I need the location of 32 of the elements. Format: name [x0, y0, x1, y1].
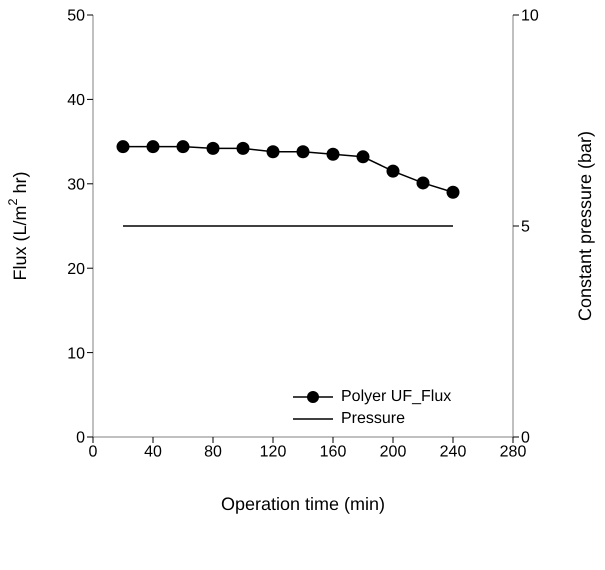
y2-axis-title: Constant pressure (bar) — [575, 130, 595, 322]
x-tick-label: 240 — [440, 443, 466, 460]
x-tick-label: 80 — [204, 443, 222, 460]
point — [176, 140, 190, 154]
point — [236, 142, 250, 155]
point — [356, 150, 370, 164]
point — [416, 176, 430, 190]
x-tick-label: 120 — [260, 443, 286, 460]
point — [116, 140, 130, 154]
y2-tick-label: 10 — [521, 8, 539, 25]
x-tick-label: 160 — [320, 443, 346, 460]
point — [266, 145, 280, 158]
point — [326, 148, 340, 161]
y-tick-label: 40 — [67, 92, 86, 110]
point — [446, 186, 460, 199]
y2-tick-label: 5 — [521, 218, 530, 236]
y-tick-label: 20 — [67, 260, 86, 278]
y-tick-label: 10 — [67, 345, 86, 362]
x-tick-label: 200 — [380, 443, 406, 460]
legend-label: Polyer UF_Flux — [341, 388, 452, 406]
x-tick-label: 40 — [144, 443, 162, 460]
y-tick-label: 30 — [67, 176, 86, 194]
point — [146, 140, 160, 154]
point — [296, 145, 310, 158]
point — [386, 164, 400, 178]
y-tick-label: 0 — [76, 430, 86, 447]
y-tick-label: 50 — [67, 8, 86, 25]
point — [206, 142, 220, 155]
x-tick-label: 280 — [500, 443, 526, 460]
x-axis-title: Operation time (min) — [220, 494, 386, 514]
legend-label: Pressure — [341, 410, 406, 428]
x-tick-label: 0 — [88, 443, 98, 460]
